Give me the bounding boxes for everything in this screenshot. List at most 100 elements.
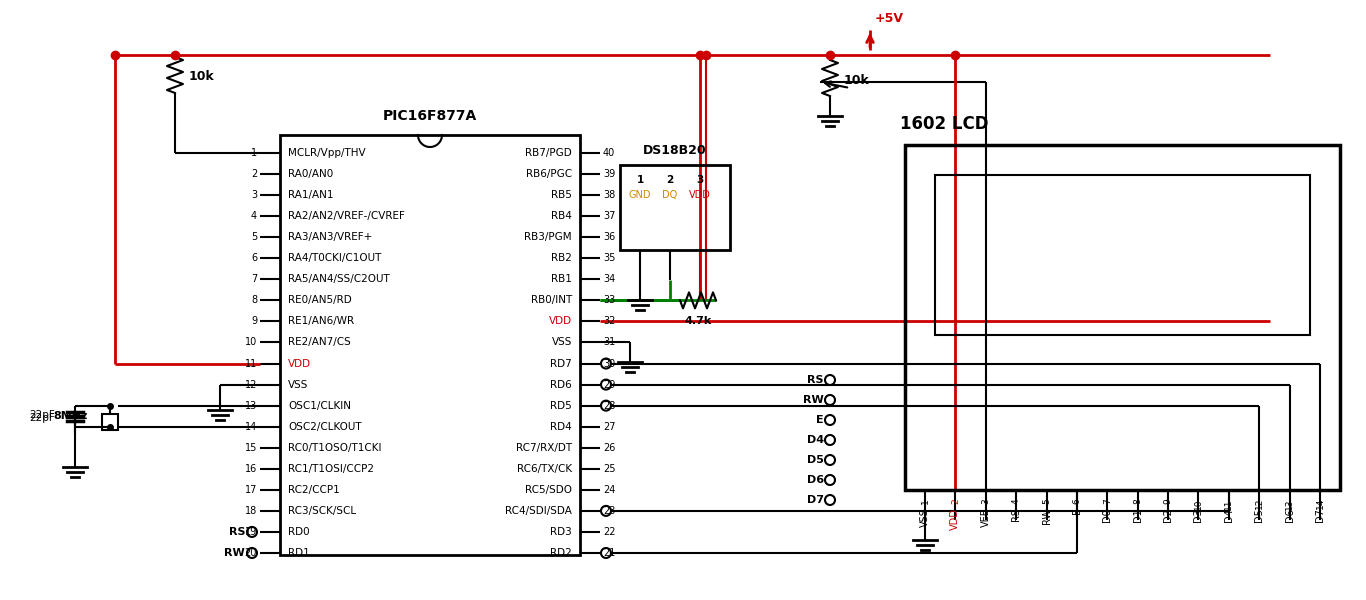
Text: 25: 25: [602, 464, 616, 474]
Text: MCLR/Vpp/THV: MCLR/Vpp/THV: [288, 148, 366, 158]
Text: RW: RW: [803, 395, 824, 405]
Text: RS: RS: [1011, 508, 1022, 521]
Text: 2: 2: [951, 498, 960, 503]
Text: 10: 10: [245, 337, 257, 347]
Text: 5: 5: [1042, 498, 1050, 504]
Text: PIC16F877A: PIC16F877A: [382, 109, 477, 123]
Text: 36: 36: [602, 232, 615, 242]
Text: RA2/AN2/VREF-/CVREF: RA2/AN2/VREF-/CVREF: [288, 211, 404, 221]
Text: 18: 18: [245, 506, 257, 516]
Text: 22pF: 22pF: [29, 410, 55, 419]
Text: 33: 33: [602, 295, 615, 305]
Text: RB7/PGD: RB7/PGD: [526, 148, 572, 158]
Text: RA0/AN0: RA0/AN0: [288, 169, 333, 179]
Text: 22pF: 22pF: [29, 413, 55, 422]
Text: RA5/AN4/SS/C2OUT: RA5/AN4/SS/C2OUT: [288, 274, 389, 284]
Text: D6: D6: [1284, 508, 1295, 522]
Text: 1: 1: [637, 175, 643, 185]
Text: RC5/SDO: RC5/SDO: [525, 485, 572, 495]
Text: RC4/SDI/SDA: RC4/SDI/SDA: [505, 506, 572, 516]
Text: 24: 24: [602, 485, 615, 495]
Text: D1: D1: [1132, 508, 1143, 522]
Text: 35: 35: [602, 253, 615, 263]
Text: E: E: [817, 415, 824, 425]
Text: 10: 10: [1194, 498, 1203, 509]
Text: 28: 28: [602, 401, 615, 410]
Text: 7: 7: [251, 274, 257, 284]
Text: RB2: RB2: [550, 253, 572, 263]
Text: D7: D7: [807, 495, 824, 505]
Text: RA4/T0CKI/C1OUT: RA4/T0CKI/C1OUT: [288, 253, 381, 263]
Text: 1602 LCD: 1602 LCD: [900, 115, 989, 133]
Text: RD2: RD2: [550, 548, 572, 558]
Text: D6: D6: [807, 475, 824, 485]
Text: D4: D4: [807, 435, 824, 445]
Text: RB0/INT: RB0/INT: [531, 295, 572, 305]
Text: RC2/CCP1: RC2/CCP1: [288, 485, 340, 495]
Text: D4: D4: [1224, 508, 1233, 522]
Text: RD1: RD1: [288, 548, 310, 558]
Text: 12: 12: [1255, 498, 1264, 509]
Text: D2: D2: [1162, 508, 1173, 522]
Text: 21: 21: [602, 548, 615, 558]
Text: 15: 15: [245, 443, 257, 453]
Text: RS: RS: [807, 375, 824, 385]
Text: VSS: VSS: [552, 337, 572, 347]
Text: RD4: RD4: [550, 422, 572, 431]
Text: 4.7k: 4.7k: [684, 316, 712, 326]
Text: 6: 6: [251, 253, 257, 263]
Text: 10k: 10k: [844, 73, 870, 86]
Text: RC0/T1OSO/T1CKI: RC0/T1OSO/T1CKI: [288, 443, 381, 453]
Text: RB4: RB4: [550, 211, 572, 221]
Text: RD3: RD3: [550, 527, 572, 537]
Text: RC6/TX/CK: RC6/TX/CK: [516, 464, 572, 474]
Text: 34: 34: [602, 274, 615, 284]
Text: VSS: VSS: [288, 380, 309, 389]
Text: 29: 29: [602, 380, 615, 389]
Text: RB1: RB1: [550, 274, 572, 284]
Text: 8: 8: [1134, 498, 1142, 504]
Text: OSC2/CLKOUT: OSC2/CLKOUT: [288, 422, 362, 431]
Text: 11: 11: [1224, 498, 1233, 509]
Text: 17: 17: [245, 485, 257, 495]
Text: VDD: VDD: [951, 508, 960, 530]
Text: RS: RS: [228, 527, 245, 537]
Text: RW: RW: [1041, 508, 1052, 524]
Text: RE0/AN5/RD: RE0/AN5/RD: [288, 295, 352, 305]
Text: 6: 6: [1072, 498, 1082, 504]
Bar: [620, 165, 729, 250]
Text: RD7: RD7: [550, 359, 572, 368]
Text: VDD: VDD: [549, 316, 572, 326]
Text: 23: 23: [602, 506, 615, 516]
Text: RD0: RD0: [288, 527, 310, 537]
Text: VEE: VEE: [981, 508, 990, 527]
Text: VDD: VDD: [288, 359, 311, 368]
Text: 5: 5: [251, 232, 257, 242]
Text: 2: 2: [251, 169, 257, 179]
Text: 22: 22: [602, 527, 616, 537]
Text: 13: 13: [1285, 498, 1294, 509]
Text: 9: 9: [251, 316, 257, 326]
Text: 9: 9: [1164, 498, 1172, 504]
Text: 1: 1: [251, 148, 257, 158]
Text: 1: 1: [921, 498, 929, 504]
Text: 27: 27: [602, 422, 616, 431]
Text: D5: D5: [807, 455, 824, 465]
Text: 8: 8: [251, 295, 257, 305]
Text: DQ: DQ: [663, 190, 678, 200]
Text: RA1/AN1: RA1/AN1: [288, 190, 333, 200]
Text: 3: 3: [981, 498, 990, 504]
Text: 8MHz: 8MHz: [53, 411, 87, 421]
Text: D0: D0: [1102, 508, 1112, 522]
Text: RB5: RB5: [550, 190, 572, 200]
Text: D7: D7: [1315, 508, 1325, 522]
Text: 39: 39: [602, 169, 615, 179]
Text: DS18B20: DS18B20: [643, 144, 706, 157]
Bar: [102, 413, 117, 430]
Text: RC7/RX/DT: RC7/RX/DT: [516, 443, 572, 453]
Text: 32: 32: [602, 316, 615, 326]
Text: 14: 14: [245, 422, 257, 431]
Text: RW: RW: [224, 548, 245, 558]
Text: VDD: VDD: [688, 190, 710, 200]
Text: RD5: RD5: [550, 401, 572, 410]
